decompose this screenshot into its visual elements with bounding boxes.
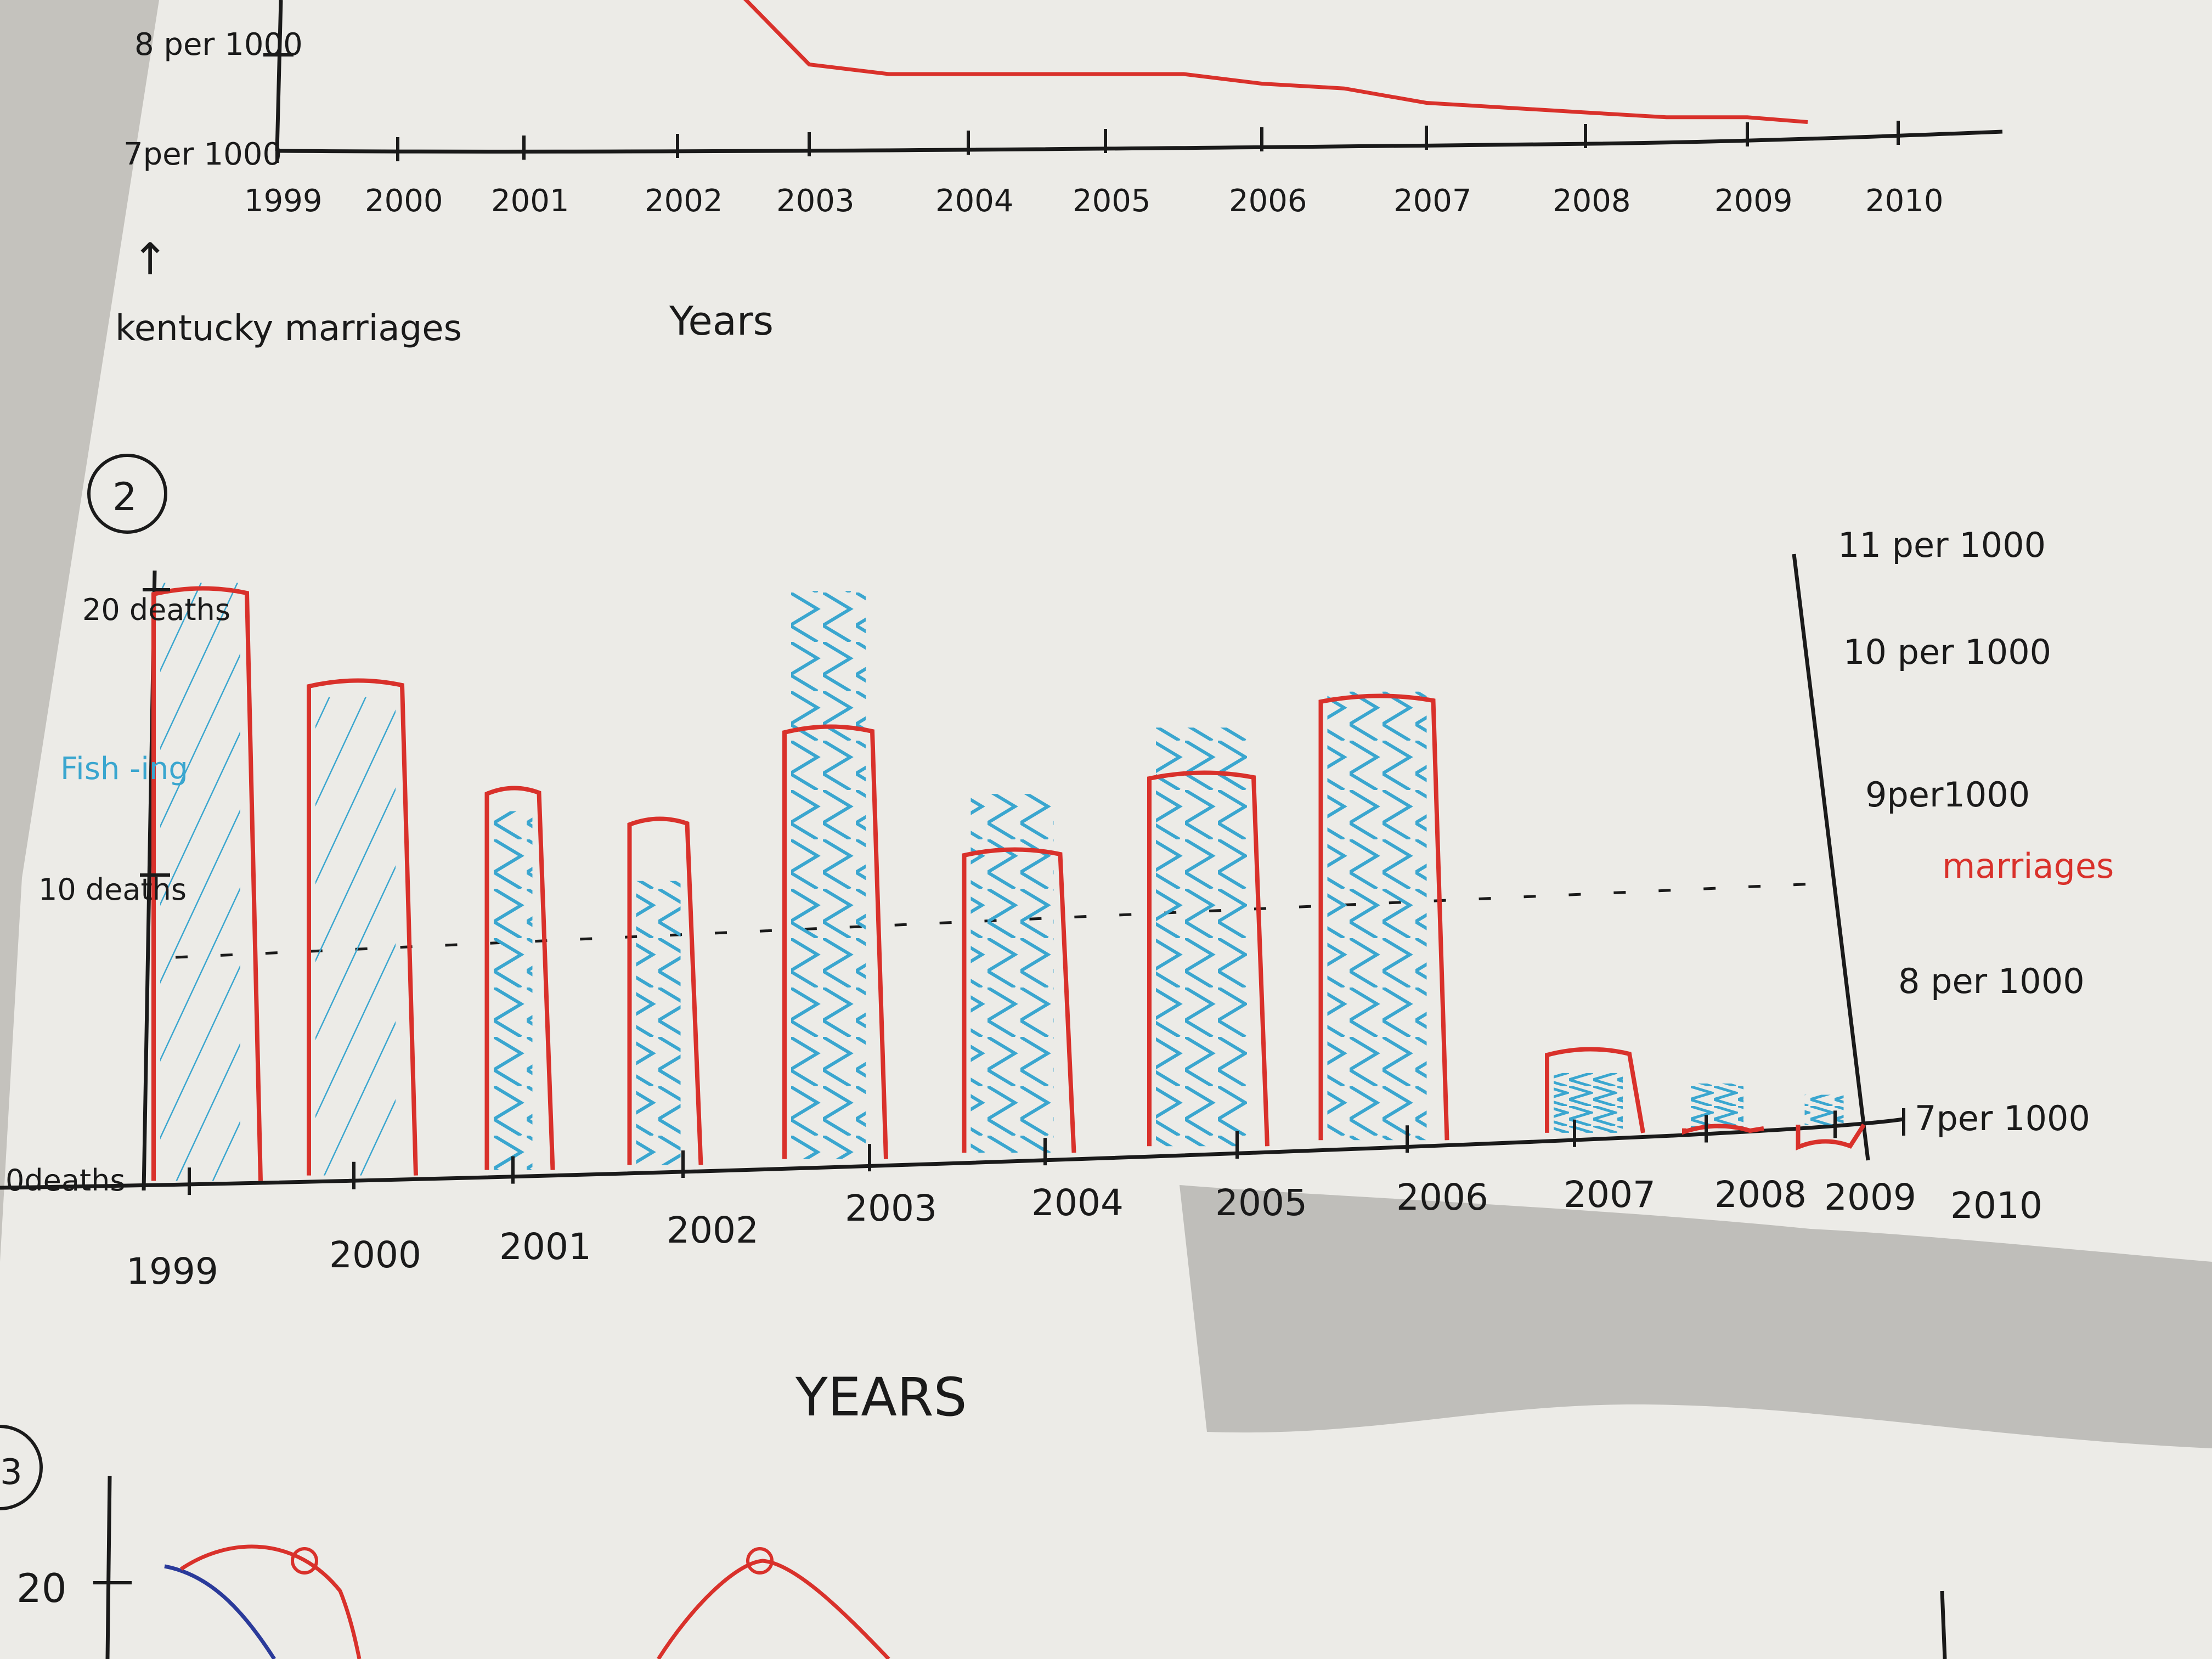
- panel-3-tick-20-label: 20: [16, 1565, 67, 1611]
- right-series-label: marriages: [1942, 846, 2114, 886]
- right-label-10: 10 per 1000: [1843, 632, 2051, 672]
- left-label-0: 0deaths: [5, 1163, 125, 1198]
- left-series-label: Fish -ing: [60, 751, 188, 787]
- panel-3-red-curve-a: [180, 1544, 362, 1659]
- top-x-tick-label: 2001: [491, 183, 569, 219]
- top-x-tick-label: 2009: [1714, 183, 1793, 219]
- bar-x-tick-label: 2007: [1564, 1173, 1656, 1216]
- top-x-tick-label: 1999: [244, 183, 323, 219]
- top-x-tick-label: 2007: [1393, 183, 1472, 219]
- panel-3-red-curve-b: [657, 1559, 890, 1659]
- bar-x-axis: [0, 1117, 1904, 1190]
- top-x-tick-label: 2006: [1229, 183, 1307, 219]
- panel-3-red-marker-b: [746, 1547, 774, 1575]
- bar-x-tick-label: 2004: [1031, 1182, 1124, 1224]
- panel-3-right-axis: [1940, 1590, 1947, 1659]
- fishing-bar-2005: [1156, 727, 1247, 1147]
- bar-x-tick-label: 2001: [499, 1226, 591, 1268]
- panel-3-number: 3: [0, 1452, 22, 1493]
- bar-x-tick-label: 1999: [126, 1250, 218, 1293]
- bar-x-tick-label: 2008: [1714, 1173, 1807, 1216]
- top-x-tick-label: 2000: [365, 183, 443, 219]
- top-x-tick-label: 2005: [1073, 183, 1151, 219]
- top-x-tick-label: 2002: [645, 183, 723, 219]
- top-x-tick-label: 2004: [935, 183, 1014, 219]
- panel-3-y-axis: [105, 1475, 112, 1659]
- fishing-bar-2001: [493, 811, 533, 1170]
- bar-xlabel: YEARS: [795, 1367, 967, 1428]
- top-arrow: ↑: [132, 234, 168, 285]
- top-x-axis: [276, 129, 2003, 154]
- fishing-bar-2006: [1327, 691, 1427, 1141]
- top-x-tick-label: 2008: [1553, 183, 1631, 219]
- top-y-tick-7-label: 7per 1000: [123, 137, 282, 172]
- fishing-bar-2003: [791, 591, 866, 1159]
- reference-line-9per1000: [175, 882, 1827, 959]
- bar-x-tick-label: 2003: [845, 1187, 937, 1229]
- hand-shadow: [1180, 1185, 2212, 1448]
- bar-x-tick-label: 2006: [1396, 1176, 1488, 1218]
- left-label-10: 10 deaths: [38, 872, 187, 907]
- right-label-7: 7per 1000: [1915, 1098, 2090, 1138]
- fishing-bar-2009: [1804, 1094, 1844, 1125]
- marriage-bar-2009: [1796, 1123, 1866, 1151]
- marriage-bar-2007: [1545, 1047, 1645, 1133]
- left-label-20: 20 deaths: [82, 592, 230, 627]
- right-label-8: 8 per 1000: [1898, 961, 2085, 1001]
- bar-x-tick-label: 2010: [1950, 1184, 2042, 1227]
- right-label-9: 9per1000: [1865, 775, 2030, 815]
- right-label-11: 11 per 1000: [1838, 525, 2046, 565]
- top-y-axis: [275, 0, 283, 151]
- bar-x-tick-label: 2005: [1215, 1182, 1307, 1224]
- top-ylabel: kentucky marriages: [115, 308, 462, 349]
- marriage-bar-2005: [1147, 770, 1269, 1147]
- top-y-tick-8-label: 8 per 1000: [134, 27, 303, 63]
- fishing-bar-2007: [1554, 1073, 1623, 1133]
- reference-dash: [175, 882, 1827, 959]
- marriage-bar-1999: [151, 586, 263, 1181]
- top-x-tick-label: 2010: [1865, 183, 1944, 219]
- bar-x-tick-label: 2000: [329, 1234, 421, 1276]
- bar-chart-panel: 2 1999 2000 2001 2002 2003 2004 2005 2006 2007 20…: [0, 454, 2114, 1428]
- panel-3-red-marker-a: [291, 1547, 318, 1575]
- top-line-chart: 1999 2000 2001 2002 2003 2004 2005 2006 2007 2008…: [115, 0, 2003, 349]
- bar-x-tick-label: 2009: [1824, 1176, 1916, 1218]
- panel-3-number-circle: [0, 1425, 43, 1510]
- top-x-tick-label: 2003: [776, 183, 855, 219]
- right-y-axis: [1792, 554, 1870, 1161]
- marriage-bar-2003: [782, 724, 888, 1159]
- marriage-bar-2008: [1682, 1124, 1764, 1135]
- panel-number-circle: [87, 454, 167, 534]
- marriage-bar-2006: [1318, 693, 1449, 1141]
- fishing-bar-2000: [315, 697, 396, 1176]
- panel-number: 2: [112, 475, 137, 520]
- marriage-bar-2002: [627, 816, 703, 1165]
- fishing-bar-2008: [1691, 1084, 1743, 1128]
- marriage-bar-2001: [484, 786, 555, 1170]
- fishing-bar-1999: [160, 583, 240, 1181]
- top-xlabel: Years: [669, 298, 774, 344]
- fishing-bar-2002: [636, 881, 681, 1165]
- marriage-bar-2000: [307, 678, 418, 1176]
- marriage-bar-2004: [962, 847, 1076, 1153]
- panel-3-partial: 3 20: [0, 1425, 1947, 1659]
- table-surface: [0, 0, 159, 1262]
- panel-3-blue-curve: [164, 1564, 276, 1659]
- bar-x-tick-label: 2002: [667, 1209, 759, 1251]
- top-marriage-line: [743, 0, 1808, 124]
